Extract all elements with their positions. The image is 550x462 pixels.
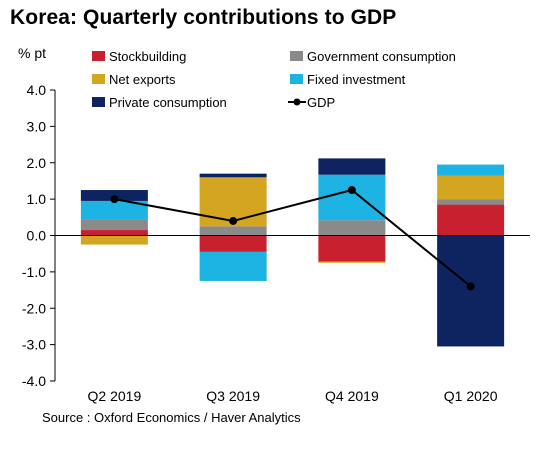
- bar-fixed_investment-2: [199, 251, 267, 281]
- y-tick-label: 2.0: [27, 155, 47, 171]
- bars-group: [80, 158, 505, 347]
- legend-swatch-marker-gdp: [293, 98, 301, 106]
- bar-stockbuilding-3: [318, 235, 386, 262]
- legend-item-stockbuilding: Stockbuilding: [92, 49, 186, 64]
- y-axis-label: % pt: [18, 45, 46, 61]
- source-note: Source : Oxford Economics / Haver Analyt…: [42, 410, 301, 425]
- bar-government-3: [318, 220, 386, 236]
- gdp-point: [229, 216, 238, 225]
- legend-item-private_consumption: Private consumption: [92, 95, 227, 110]
- legend-label-stockbuilding: Stockbuilding: [109, 49, 186, 64]
- y-tick-label: -1.0: [22, 264, 46, 280]
- bar-private_consumption-2: [199, 173, 267, 178]
- gdp-line-group: [110, 186, 475, 291]
- bar-fixed_investment-3: [318, 174, 386, 221]
- legend-item-fixed_investment: Fixed investment: [290, 72, 406, 87]
- legend-swatch-private_consumption: [92, 97, 105, 107]
- legend-swatch-government: [290, 51, 303, 61]
- bar-stockbuilding-4: [437, 204, 505, 236]
- legend-label-private_consumption: Private consumption: [109, 95, 227, 110]
- bar-stockbuilding-2: [199, 235, 267, 252]
- legend-item-net_exports: Net exports: [92, 72, 176, 87]
- bar-net_exports-1: [80, 235, 148, 245]
- bar-fixed_investment-1: [80, 200, 148, 220]
- legend-label-fixed_investment: Fixed investment: [307, 72, 406, 87]
- chart-title: Korea: Quarterly contributions to GDP: [10, 6, 397, 29]
- bar-private_consumption-3: [318, 158, 386, 175]
- bar-private_consumption-4: [437, 235, 505, 347]
- bar-fixed_investment-4: [437, 164, 505, 176]
- bar-government-2: [199, 226, 267, 236]
- x-tick-label: Q3 2019: [206, 388, 260, 404]
- legend-swatch-fixed_investment: [290, 74, 303, 84]
- x-tick-label: Q2 2019: [88, 388, 142, 404]
- bar-government-4: [437, 199, 505, 205]
- bar-net_exports-3: [318, 261, 386, 263]
- axes-group: 4.0 3.0 2.0 1.0 0.0 -1.0 -2.0 -3.0 -4.0 Q2 2019 Q3…: [22, 82, 530, 404]
- gdp-line: [114, 188, 472, 288]
- gdp-point: [110, 195, 119, 204]
- legend-item-government: Government consumption: [290, 49, 456, 64]
- y-tick-label: 4.0: [27, 82, 47, 98]
- legend-swatch-stockbuilding: [92, 51, 105, 61]
- bar-government-1: [80, 219, 148, 231]
- x-tick-label: Q1 2020: [444, 388, 498, 404]
- bar-net_exports-4: [437, 175, 505, 200]
- y-tick-label: -2.0: [22, 300, 46, 316]
- bar-stockbuilding-1: [80, 230, 148, 236]
- y-tick-label: -4.0: [22, 373, 46, 389]
- y-tick-label: 0.0: [27, 228, 47, 244]
- legend: Stockbuilding Government consumption Net e…: [92, 49, 456, 110]
- legend-label-government: Government consumption: [307, 49, 456, 64]
- legend-item-gdp: GDP: [288, 95, 335, 110]
- x-tick-label: Q4 2019: [325, 388, 379, 404]
- y-tick-label: 1.0: [27, 191, 47, 207]
- legend-label-net_exports: Net exports: [109, 72, 176, 87]
- gdp-point: [466, 282, 475, 291]
- y-tick-label: -3.0: [22, 337, 46, 353]
- y-tick-label: 3.0: [27, 118, 47, 134]
- legend-swatch-net_exports: [92, 74, 105, 84]
- legend-label-gdp: GDP: [307, 95, 335, 110]
- gdp-point: [347, 186, 356, 195]
